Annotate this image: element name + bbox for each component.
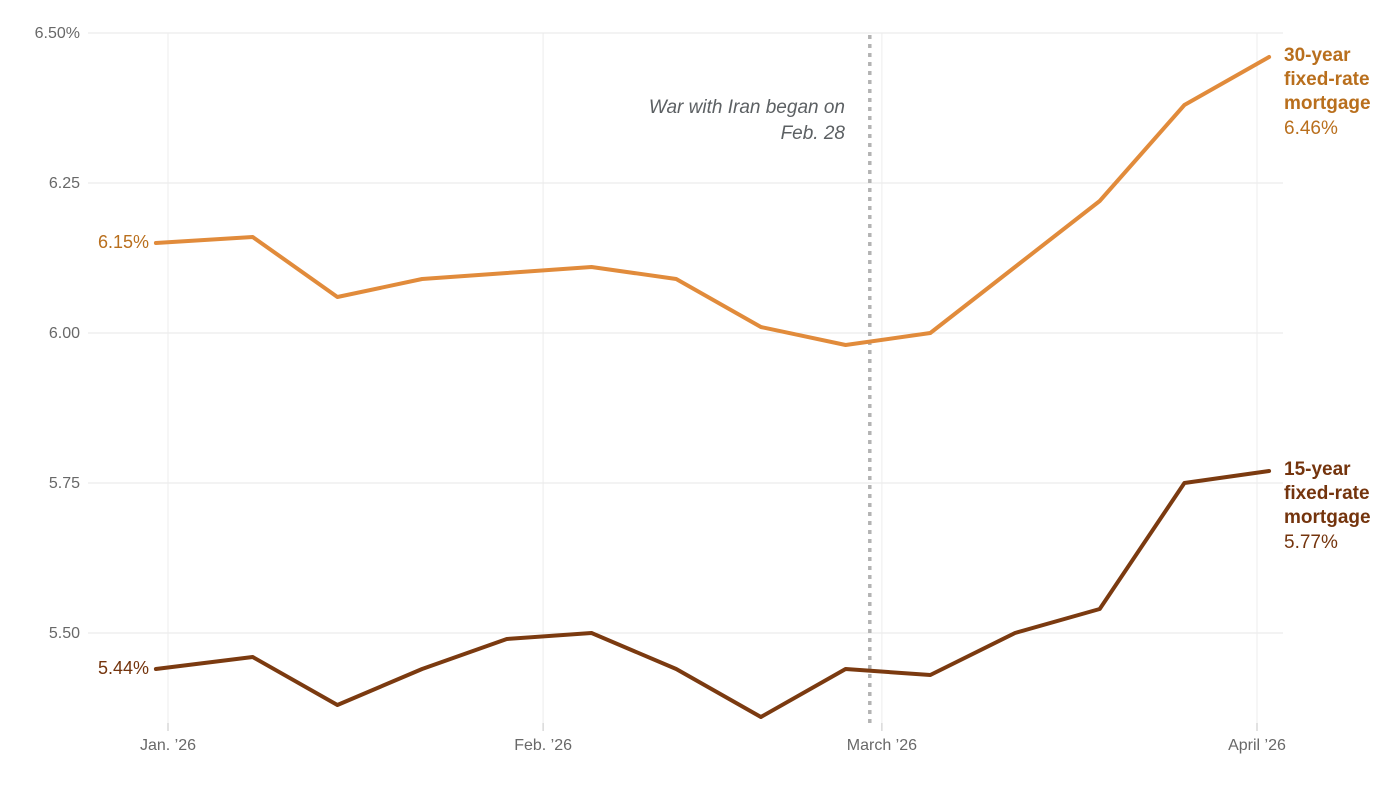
series-line-30-year <box>153 55 1272 347</box>
series-line-15-year <box>153 469 1272 719</box>
